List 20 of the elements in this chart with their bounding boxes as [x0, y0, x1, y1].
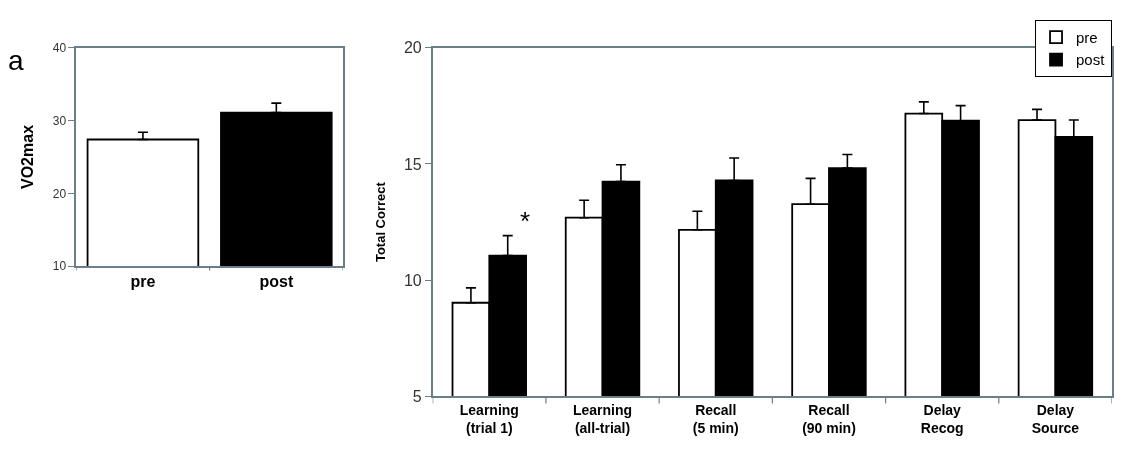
y-tick-label: 30 — [52, 113, 67, 128]
x-tick-label: Delay Recog — [920, 402, 964, 437]
y-axis-title: VO2max — [19, 124, 37, 190]
y-tick-label: 10 — [403, 271, 422, 289]
x-tick-label: Learning (trial 1) — [459, 402, 519, 437]
y-tick-label: 10 — [52, 259, 67, 274]
y-tick-label: 5 — [412, 388, 422, 406]
text: a — [8, 45, 24, 76]
x-tick-label: Recall (90 min) — [802, 402, 856, 437]
y-tick-label: 20 — [52, 186, 67, 201]
legend-label: post — [1076, 51, 1106, 69]
annotation: * — [520, 206, 531, 236]
x-tick-label: Recall (5 min) — [692, 402, 739, 437]
y-axis-title: Total Correct — [373, 181, 389, 263]
y-tick-label: 40 — [52, 40, 67, 55]
x-tick-label: Delay Source — [1031, 402, 1080, 437]
x-tick-label: Learning (all-trial) — [572, 402, 633, 437]
y-tick-label: 15 — [403, 155, 422, 173]
legend-label: pre — [1076, 28, 1098, 46]
y-tick-label: 20 — [403, 39, 422, 57]
